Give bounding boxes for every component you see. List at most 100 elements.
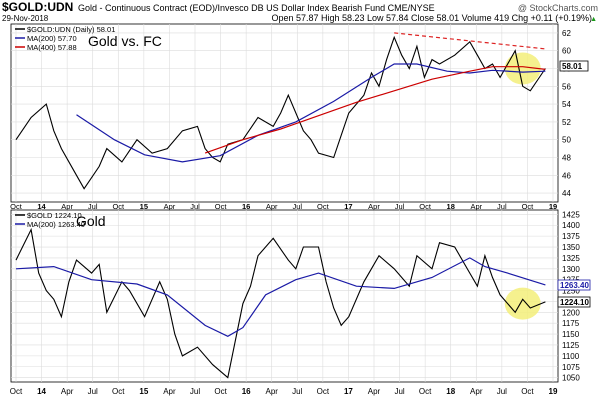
y-tick-label: 54 <box>562 100 571 109</box>
x-tick-label-top: Oct <box>112 202 125 211</box>
x-tick-label: Apr <box>368 387 381 396</box>
panel-1-last-value: 58.01 <box>562 62 583 71</box>
panel-1-y-axis: 44464850525456586062 <box>562 29 571 198</box>
chg-up-arrow-icon: ▲ <box>590 16 597 23</box>
panel-2-series <box>15 227 546 379</box>
x-tick-label-top: Oct <box>419 202 432 211</box>
x-tick-label: Oct <box>214 387 227 396</box>
x-tick-label-top: 15 <box>140 202 148 211</box>
panel-2-frame <box>10 209 559 383</box>
y-tick-label: 60 <box>562 47 571 56</box>
panel-1-title: Gold vs. FC <box>88 33 162 49</box>
y-tick-label: 44 <box>562 189 571 198</box>
y-tick-label: 1050 <box>562 374 580 383</box>
panel-2-last-value-rect <box>557 296 591 308</box>
y-tick-label: 46 <box>562 171 571 180</box>
panel-1-series <box>15 32 546 190</box>
x-tick-label: Jul <box>497 387 507 396</box>
panel-2-ma-value-box: 1263.40 <box>557 279 591 291</box>
y-tick-label: 1125 <box>562 341 580 350</box>
x-tick-label-top: 14 <box>37 202 46 211</box>
x-tick-label-top: 16 <box>242 202 250 211</box>
y-tick-label: 52 <box>562 118 571 127</box>
panel-2-last-value: 1224.10 <box>560 298 589 307</box>
series-line <box>15 227 546 379</box>
y-tick-label: 48 <box>562 154 571 163</box>
y-tick-label: 1175 <box>562 319 580 328</box>
panel-2-y-axis: 1050107511001125115011751200122512501275… <box>562 210 580 382</box>
y-tick-label: 1200 <box>562 308 580 317</box>
x-tick-label: Oct <box>112 387 125 396</box>
x-tick-label-top: 19 <box>549 202 557 211</box>
y-tick-label: 1400 <box>562 221 580 230</box>
y-tick-label: 1350 <box>562 243 580 252</box>
highlight-circle <box>504 52 541 85</box>
panel-1-last-value-rect <box>559 60 589 72</box>
series-line <box>204 66 546 154</box>
x-tick-label-top: 18 <box>447 202 455 211</box>
y-tick-label: 1425 <box>562 210 580 219</box>
panel-1-last-value-box: 58.01 <box>559 60 589 72</box>
x-tick-label-top: Apr <box>61 202 73 211</box>
series-line <box>394 32 546 50</box>
legend-label: MA(200) 1263.40 <box>27 220 85 229</box>
chart-date: 29-Nov-2018 <box>2 14 49 23</box>
legend-label: $GOLD:UDN (Daily) 58.01 <box>27 25 115 34</box>
x-tick-label-top: Jul <box>395 202 405 211</box>
series-line <box>15 35 546 190</box>
panel-2-last-value-box: 1224.10 <box>557 296 591 308</box>
x-tick-label: Apr <box>265 387 278 396</box>
panel-1-highlight <box>504 52 541 85</box>
x-tick-label-top: Oct <box>10 202 23 211</box>
series-line <box>15 257 546 337</box>
x-tick-label: 15 <box>139 387 148 396</box>
panel-1-frame <box>10 23 559 203</box>
panel-2-highlight <box>504 287 541 320</box>
y-tick-label: 62 <box>562 29 571 38</box>
highlight-circle <box>504 287 541 320</box>
watermark-text: @ StockCharts.com <box>518 3 598 13</box>
x-tick-label: 18 <box>446 387 455 396</box>
series-line <box>76 63 546 163</box>
panel-2-grid <box>11 210 558 382</box>
x-axis: Oct Oct 14 14 Apr Apr Jul Jul Oct Oct 15 15 Apr Apr Ju… <box>10 202 558 396</box>
y-tick-label: 1325 <box>562 254 580 263</box>
x-tick-label: 17 <box>344 387 353 396</box>
x-tick-label: Apr <box>163 387 176 396</box>
x-tick-label: 19 <box>549 387 558 396</box>
chart-description: Gold - Continuous Contract (EOD)/Invesco… <box>78 3 435 13</box>
x-tick-label: Oct <box>521 387 534 396</box>
x-tick-label: Jul <box>394 387 404 396</box>
y-tick-label: 1375 <box>562 232 580 241</box>
y-tick-label: 1075 <box>562 363 580 372</box>
chart-symbol: $GOLD:UDN <box>2 0 73 14</box>
x-tick-label-top: Apr <box>470 202 482 211</box>
x-tick-label-top: Jul <box>88 202 98 211</box>
y-tick-label: 50 <box>562 136 571 145</box>
y-tick-label: 1150 <box>562 330 580 339</box>
x-tick-label-top: Apr <box>164 202 176 211</box>
x-tick-label-top: Oct <box>522 202 535 211</box>
x-tick-label-top: Jul <box>190 202 200 211</box>
x-tick-label: Apr <box>470 387 483 396</box>
x-tick-label-top: Oct <box>215 202 228 211</box>
x-tick-label: 14 <box>37 387 46 396</box>
x-tick-label-top: Jul <box>292 202 302 211</box>
x-tick-label-top: Apr <box>266 202 278 211</box>
x-tick-label: 16 <box>242 387 251 396</box>
panel-2-title: Gold <box>76 213 106 229</box>
x-tick-label: Jul <box>190 387 200 396</box>
x-tick-label-top: Jul <box>497 202 507 211</box>
legend-label: MA(400) 57.88 <box>27 43 77 52</box>
y-tick-label: 1250 <box>562 287 580 296</box>
legend-label: $GOLD 1224.10 <box>27 211 82 220</box>
x-tick-label: Oct <box>10 387 23 396</box>
x-tick-label: Oct <box>317 387 330 396</box>
y-tick-label: 1300 <box>562 265 580 274</box>
x-tick-label-top: 17 <box>344 202 352 211</box>
legend-label: MA(200) 57.70 <box>27 34 77 43</box>
x-tick-label-top: Apr <box>368 202 380 211</box>
